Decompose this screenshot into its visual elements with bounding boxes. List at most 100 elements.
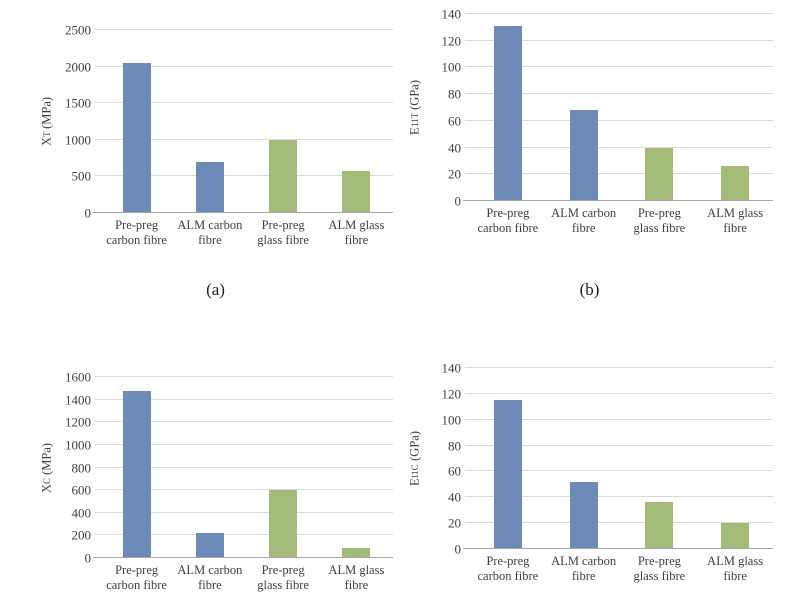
y-tick-label: 120 <box>441 386 462 402</box>
y-tick-label: 0 <box>84 550 92 566</box>
gridline <box>95 443 393 445</box>
bar <box>122 390 151 558</box>
x-axis-labels: Pre-preg carbon fibre ALM carbon fibre Pre-p… <box>100 218 393 249</box>
bar-slot <box>546 14 622 201</box>
gridline <box>95 29 393 30</box>
gridline <box>95 466 393 468</box>
y-axis-tick-labels: 0 200 400 600 800 1000 1200 1400 1600 <box>56 371 100 565</box>
y-tick-label: 200 <box>71 527 92 543</box>
x-category-label: Pre-preg carbon fibre <box>470 554 546 585</box>
y-tick-label: 0 <box>454 193 462 209</box>
y-tick-label: 600 <box>71 482 92 498</box>
x-category-label-line: Pre-preg <box>486 554 530 568</box>
bar-slot <box>546 368 622 549</box>
x-category-label-line: ALM carbon <box>177 218 243 232</box>
y-axis-tick-labels: 0 20 40 60 80 100 120 140 <box>424 8 470 208</box>
x-category-label: Pre-preg carbon fibre <box>100 563 173 594</box>
y-tick-label: 80 <box>448 438 461 454</box>
bar <box>645 502 674 549</box>
x-category-label-line: ALM carbon <box>551 554 617 568</box>
x-category-label-line: ALM glass <box>707 206 764 220</box>
y-tick-label: 0 <box>454 541 462 557</box>
x-axis-labels: Pre-preg carbon fibre ALM carbon fibre Pre-p… <box>100 563 393 594</box>
x-category-label: Pre-preg glass fibre <box>622 206 698 237</box>
bar <box>645 147 674 201</box>
x-axis-line <box>93 212 393 213</box>
gridline <box>465 119 773 121</box>
y-tick-label: 0 <box>84 205 92 221</box>
x-category-label: ALM glass fibre <box>320 218 393 249</box>
y-tick-label: 400 <box>71 505 92 521</box>
bar <box>342 547 371 558</box>
gridline <box>95 102 393 104</box>
y-axis-label-subscript: 11T <box>410 113 420 128</box>
y-axis-tick-labels: 0 20 40 60 80 100 120 140 <box>424 362 470 556</box>
gridline <box>465 418 773 420</box>
y-tick-label: 2500 <box>65 22 91 38</box>
x-axis-line <box>93 557 393 558</box>
x-axis-line <box>463 200 773 201</box>
x-category-label: ALM glass fibre <box>697 206 773 237</box>
bar-slot <box>247 377 320 558</box>
bar-slot <box>622 368 698 549</box>
x-category-label-line: ALM carbon <box>177 563 243 577</box>
x-category-label-line: glass fibre <box>633 569 686 584</box>
bar <box>493 26 522 201</box>
x-category-label-line: fibre <box>723 221 747 236</box>
x-category-label-line: glass fibre <box>257 233 309 248</box>
x-axis-labels: Pre-preg carbon fibre ALM carbon fibre Pre-p… <box>470 206 773 237</box>
y-tick-label: 20 <box>448 166 461 182</box>
x-category-label-line: Pre-preg <box>115 563 159 577</box>
x-category-label-line: Pre-preg <box>261 563 305 577</box>
bar-slot <box>100 377 173 558</box>
y-tick-label: 1200 <box>65 414 91 430</box>
y-tick-label: 140 <box>441 360 462 376</box>
gridline <box>465 496 773 498</box>
x-category-label-line: Pre-preg <box>261 218 305 232</box>
x-category-label-line: glass fibre <box>633 221 686 236</box>
x-category-label: ALM carbon fibre <box>173 218 246 249</box>
bar-slot <box>470 14 546 201</box>
y-axis-label-subscript: 11C <box>410 463 420 479</box>
x-category-label-line: carbon fibre <box>106 233 167 248</box>
x-category-label: ALM carbon fibre <box>546 206 622 237</box>
gridline <box>465 13 773 14</box>
gridline <box>465 173 773 175</box>
bar-slot <box>320 377 393 558</box>
y-tick-label: 60 <box>448 113 461 129</box>
plot-area <box>93 29 393 213</box>
plot-area <box>463 367 773 549</box>
y-axis-label-subscript: T <box>42 131 52 138</box>
y-tick-label: 500 <box>71 168 92 184</box>
bar-slot <box>247 30 320 213</box>
x-category-label: Pre-preg carbon fibre <box>470 206 546 237</box>
x-category-label-line: ALM glass <box>328 563 385 577</box>
y-tick-label: 60 <box>448 463 461 479</box>
bar-slot <box>100 30 173 213</box>
gridline <box>95 376 393 377</box>
x-category-label: ALM glass fibre <box>320 563 393 594</box>
bar <box>721 523 750 549</box>
x-category-label-line: Pre-preg <box>637 554 681 568</box>
gridline <box>465 392 773 394</box>
gridline <box>465 444 773 446</box>
gridline <box>95 398 393 400</box>
bar <box>122 62 151 213</box>
x-category-label: ALM glass fibre <box>697 554 773 585</box>
x-category-label-line: Pre-preg <box>486 206 530 220</box>
y-tick-label: 1000 <box>65 437 91 453</box>
gridline <box>95 65 393 67</box>
x-category-label-line: fibre <box>571 221 596 236</box>
y-tick-label: 1000 <box>65 132 91 148</box>
x-category-label-line: Pre-preg <box>115 218 159 232</box>
bar <box>269 139 298 213</box>
gridline <box>465 367 773 368</box>
x-category-label-line: fibre <box>344 233 369 248</box>
caption-b: (b) <box>579 280 600 299</box>
y-tick-label: 1400 <box>65 392 91 408</box>
x-category-label: Pre-preg glass fibre <box>622 554 698 585</box>
y-tick-label: 20 <box>448 515 461 531</box>
bar-slot <box>173 30 246 213</box>
